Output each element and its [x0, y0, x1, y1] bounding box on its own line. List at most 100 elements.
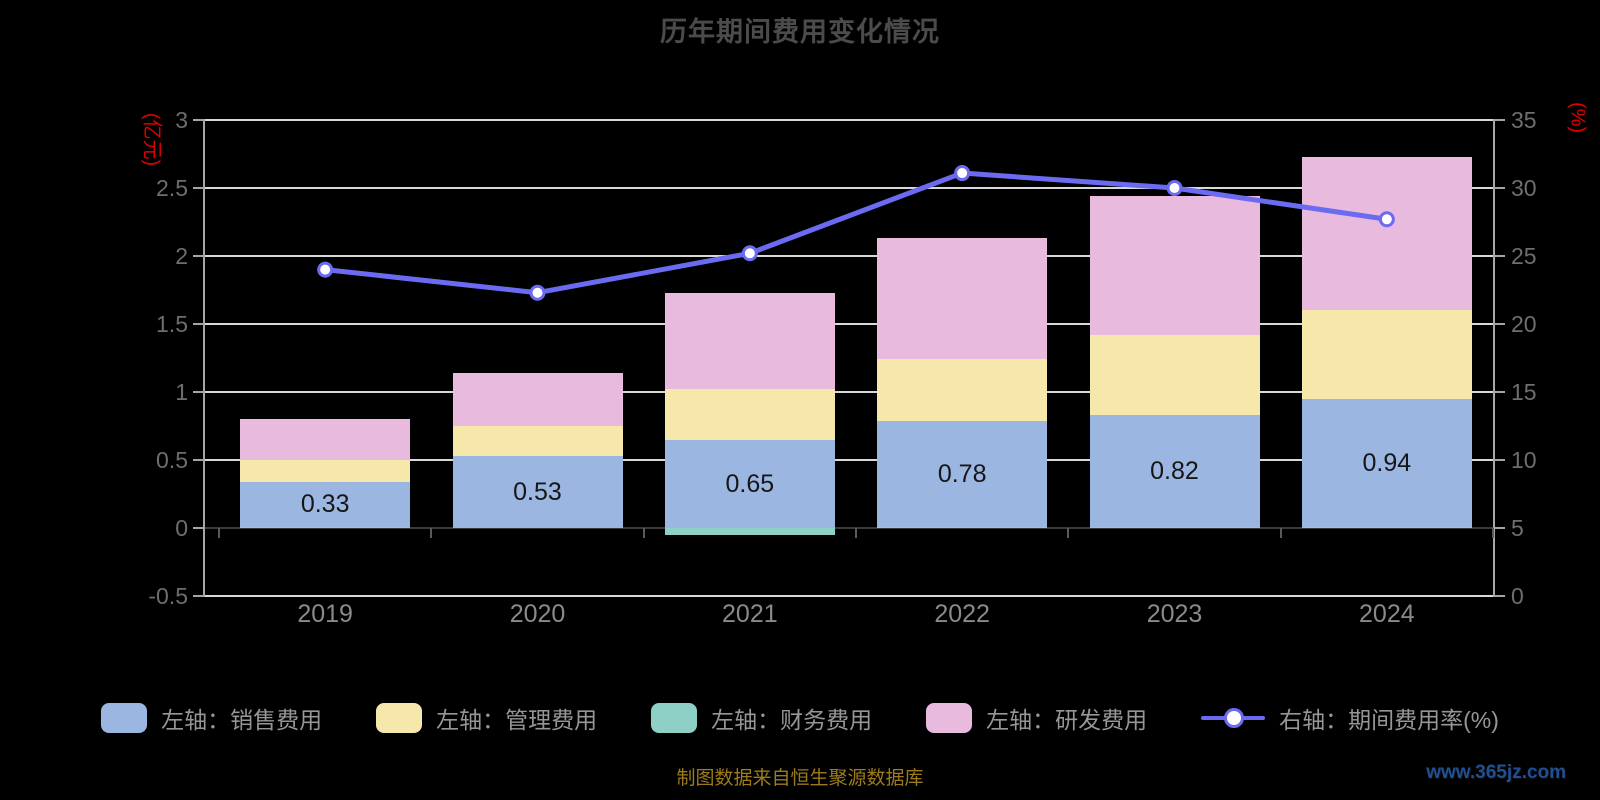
right-axis-tick-label: 10	[1511, 447, 1537, 473]
right-axis-tick	[1493, 391, 1505, 393]
bar-segment-rd	[1089, 196, 1260, 335]
legend-label: 左轴：销售费用	[161, 707, 323, 733]
bar-segment-finance	[1089, 526, 1260, 528]
legend-item-rd[interactable]: 左轴：研发费用	[926, 701, 1147, 735]
bar-segment-sales	[664, 439, 835, 528]
gridline	[205, 119, 1493, 121]
rd-swatch-icon	[926, 703, 973, 733]
x-axis-tick	[1279, 528, 1282, 538]
left-axis-line	[203, 120, 205, 596]
bar-value-label: 0.94	[1362, 448, 1412, 477]
rate-line-point	[529, 284, 546, 301]
x-axis-tick	[430, 528, 433, 538]
bar-segment-finance	[664, 528, 835, 535]
x-axis-year-label: 2021	[722, 600, 778, 628]
right-axis-tick	[1493, 187, 1505, 189]
right-axis-line	[1493, 120, 1495, 596]
right-axis-tick-label: 30	[1511, 175, 1537, 201]
left-axis-tick	[193, 255, 205, 257]
bar-value-label: 0.82	[1150, 456, 1199, 485]
right-axis-tick-label: 5	[1511, 515, 1524, 541]
line-marker-icon	[1201, 703, 1266, 733]
right-axis-tick	[1493, 255, 1505, 257]
gridline	[205, 323, 1493, 325]
right-axis-tick	[1493, 527, 1505, 529]
x-axis-tick	[855, 528, 857, 538]
bar-segment-sales	[877, 420, 1048, 527]
bar-segment-finance	[240, 526, 411, 528]
x-axis-tick	[1067, 528, 1070, 538]
right-axis-tick	[1493, 119, 1505, 121]
x-axis-tick	[642, 528, 645, 538]
right-axis-tick	[1493, 459, 1505, 461]
left-axis-tick-label: 0.5	[156, 447, 188, 473]
gridline	[205, 187, 1493, 189]
left-axis-tick-label: 1	[175, 379, 188, 405]
right-axis-tick-label: 20	[1511, 311, 1537, 337]
bar-segment-rd	[240, 419, 411, 460]
bar-segment-admin	[1089, 334, 1260, 416]
x-axis-year-label: 2019	[297, 600, 353, 628]
bar-segment-sales	[240, 481, 411, 527]
bar-segment-sales	[1089, 415, 1260, 527]
legend-item-finance[interactable]: 左轴：财务费用	[651, 701, 872, 735]
bar-segment-sales	[1301, 398, 1472, 527]
bar-segment-admin	[1301, 310, 1472, 399]
legend-item-sales[interactable]: 左轴：销售费用	[101, 701, 322, 735]
left-axis-tick-label: 1.5	[156, 311, 188, 337]
right-axis-tick-label: 25	[1511, 243, 1537, 269]
legend-item-rate-line[interactable]: 右轴：期间费用率(%)	[1201, 701, 1499, 735]
gridline	[205, 255, 1493, 257]
bar-segment-admin	[452, 426, 623, 456]
legend: 左轴：销售费用 左轴：管理费用 左轴：财务费用 左轴：研发费用 右轴：期间费用率…	[0, 701, 1600, 735]
rate-line-point	[317, 261, 334, 278]
legend-label: 左轴：管理费用	[436, 707, 598, 733]
left-axis-tick-label: 0	[175, 515, 188, 541]
left-axis-tick	[193, 323, 205, 325]
left-axis-tick	[193, 595, 205, 597]
gridline	[205, 391, 1493, 393]
bar-segment-finance	[877, 526, 1048, 528]
bar-segment-admin	[664, 389, 835, 440]
left-axis-tick-label: -0.5	[148, 583, 188, 609]
bar-segment-rd	[452, 372, 623, 426]
data-source-note: 制图数据来自恒生聚源数据库	[676, 768, 924, 789]
bar-segment-rd	[877, 238, 1048, 360]
gridline	[205, 459, 1493, 461]
watermark-url: www.365jz.com	[1426, 762, 1566, 783]
legend-item-admin[interactable]: 左轴：管理费用	[376, 701, 597, 735]
admin-swatch-icon	[376, 703, 423, 733]
chart-title: 历年期间费用变化情况	[660, 17, 940, 47]
right-axis-tick-label: 15	[1511, 379, 1537, 405]
rate-line-point	[741, 245, 758, 262]
finance-swatch-icon	[651, 703, 698, 733]
x-axis-tick	[1492, 528, 1494, 538]
legend-label: 右轴：期间费用率(%)	[1279, 707, 1499, 733]
right-axis-tick-label: 0	[1511, 583, 1524, 609]
bar-segment-finance	[1301, 526, 1472, 528]
bar-value-label: 0.53	[513, 477, 562, 506]
bar-value-label: 0.65	[725, 469, 775, 498]
gridline	[205, 595, 1493, 597]
bar-segment-sales	[452, 455, 623, 528]
left-axis-tick	[193, 187, 205, 189]
x-axis-year-label: 2024	[1359, 600, 1415, 628]
x-axis-year-label: 2022	[934, 600, 990, 628]
x-axis-year-label: 2023	[1146, 600, 1203, 628]
sales-swatch-icon	[101, 703, 148, 733]
left-axis-tick-label: 2.5	[156, 175, 188, 201]
zero-gridline	[205, 527, 1493, 529]
left-axis-tick-label: 3	[175, 107, 188, 133]
left-axis-tick	[193, 527, 205, 529]
legend-label: 左轴：研发费用	[986, 707, 1148, 733]
bar-segment-admin	[240, 460, 411, 482]
left-axis-tick	[193, 119, 205, 121]
rate-line-point	[954, 165, 971, 182]
left-axis-tick	[193, 459, 205, 461]
x-axis-year-label: 2020	[509, 600, 566, 628]
bar-segment-rd	[1301, 156, 1472, 311]
right-axis-tick	[1493, 323, 1505, 325]
